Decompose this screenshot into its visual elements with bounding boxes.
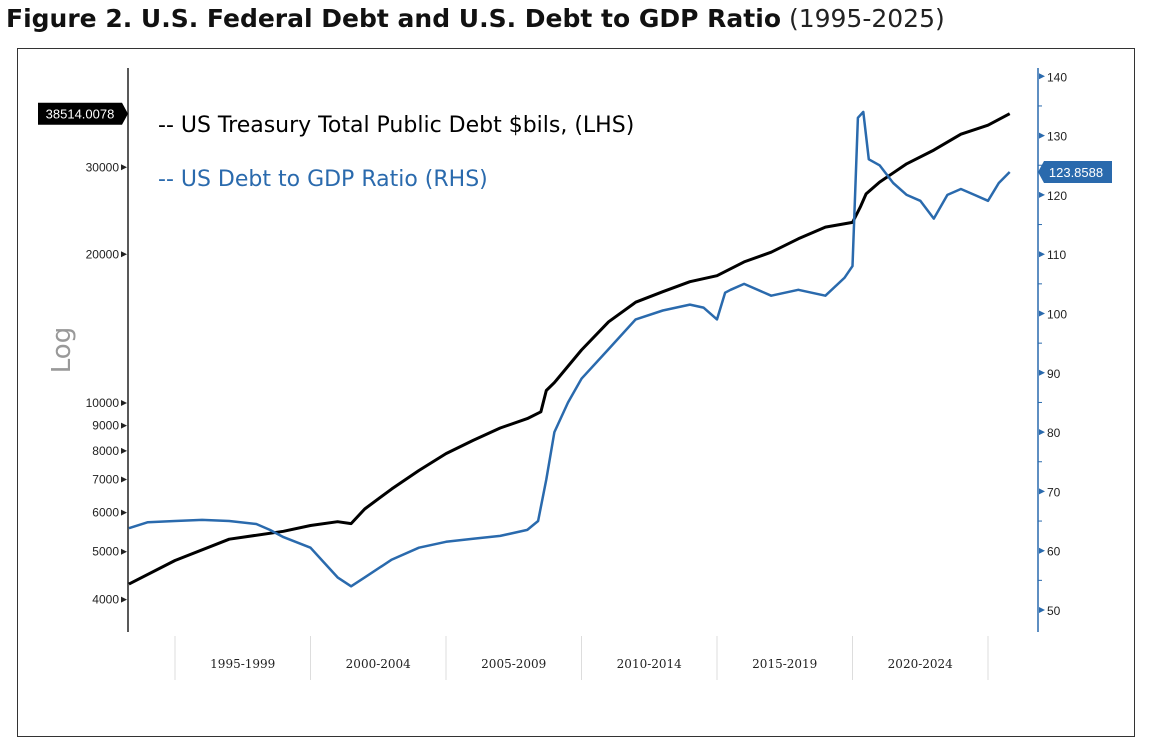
left-tick-mark [121, 548, 127, 555]
left-tick-label: 20000 [86, 247, 120, 261]
x-tick-label: 1995-1999 [210, 657, 275, 671]
right-tick-label: 80 [1047, 426, 1061, 440]
right-tick-mark [1039, 607, 1045, 613]
left-tick-mark [121, 400, 127, 406]
x-tick-label: 2020-2024 [888, 657, 953, 671]
right-tick-mark [1039, 369, 1045, 376]
left-tick-mark [121, 251, 127, 258]
right-tick-label: 110 [1047, 248, 1066, 262]
left-tick-label: 6000 [92, 506, 119, 520]
ratio-line [128, 110, 1011, 588]
legend-entry: -- US Debt to GDP Ratio (RHS) [158, 167, 488, 192]
right-tick-label: 130 [1047, 130, 1067, 144]
left-tick-label: 5000 [92, 545, 119, 559]
last-value-badge [38, 102, 128, 125]
chart-frame [17, 48, 1135, 737]
title-main: Figure 2. U.S. Federal Debt and U.S. Deb… [6, 4, 781, 33]
right-tick-mark [1039, 191, 1045, 198]
x-tick-label: 2005-2009 [481, 657, 546, 671]
left-tick-mark [121, 596, 127, 603]
title-range: (1995-2025) [788, 4, 945, 33]
right-tick-mark [1039, 547, 1045, 554]
right-tick-label: 60 [1047, 545, 1061, 559]
last-value-label: 123.8588 [1049, 165, 1103, 180]
left-tick-label: 9000 [92, 419, 119, 433]
debt-line [128, 112, 1011, 586]
right-tick-label: 70 [1047, 485, 1061, 499]
right-tick-label: 90 [1047, 367, 1061, 381]
right-tick-label: 140 [1047, 70, 1067, 84]
last-value-label: 38514.0078 [46, 107, 115, 122]
right-tick-mark [1039, 73, 1045, 80]
left-tick-label: 10000 [86, 396, 120, 410]
left-tick-mark [121, 509, 127, 516]
right-tick-label: 50 [1047, 604, 1061, 618]
right-tick-mark [1039, 310, 1045, 317]
legend-entry: -- US Treasury Total Public Debt $bils, … [158, 113, 634, 138]
right-tick-mark [1039, 132, 1045, 139]
right-tick-label: 100 [1047, 308, 1067, 322]
left-tick-mark [121, 447, 127, 454]
left-tick-mark [121, 476, 127, 483]
x-tick-label: 2015-2019 [752, 657, 817, 671]
figure-title: Figure 2. U.S. Federal Debt and U.S. Deb… [6, 4, 945, 33]
right-tick-mark [1039, 429, 1045, 436]
left-tick-mark [121, 164, 127, 171]
x-tick-label: 2000-2004 [346, 657, 411, 671]
right-tick-mark [1039, 251, 1045, 258]
left-tick-label: 7000 [92, 473, 119, 487]
last-value-badge [1038, 161, 1112, 184]
y-axis-label: Log [47, 327, 77, 373]
left-tick-label: 30000 [86, 160, 120, 174]
left-tick-label: 4000 [92, 593, 119, 607]
right-tick-mark [1039, 488, 1045, 495]
left-tick-mark [121, 422, 127, 429]
right-tick-label: 120 [1047, 189, 1067, 203]
x-tick-label: 2010-2014 [617, 657, 682, 671]
left-tick-label: 8000 [92, 444, 119, 458]
